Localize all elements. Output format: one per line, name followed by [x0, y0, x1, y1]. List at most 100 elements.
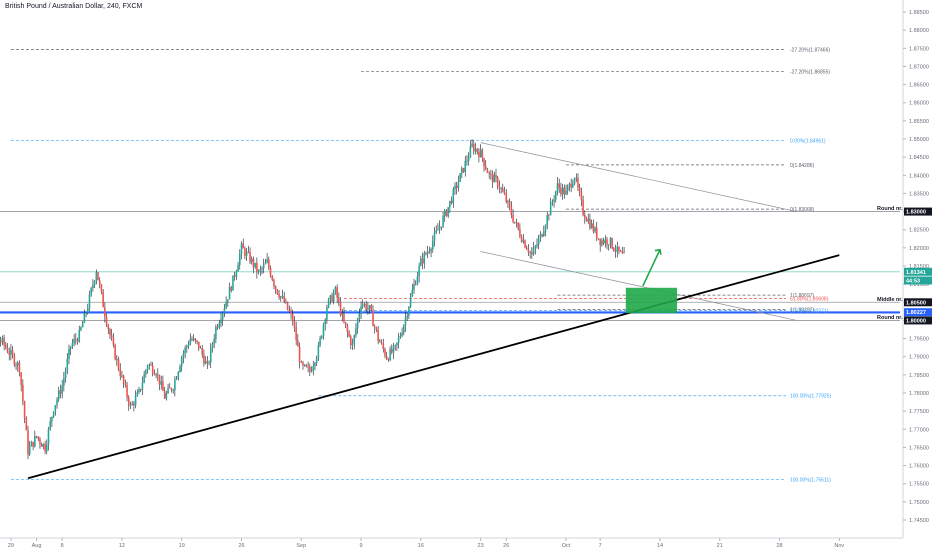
candle-body [431, 240, 434, 250]
candle-body [203, 354, 205, 364]
candle-body [126, 385, 128, 398]
arrow-head [654, 248, 662, 255]
candle-body [606, 239, 608, 245]
candle-body [81, 323, 84, 328]
candle-body [312, 366, 315, 371]
x-tick-label: 23 [478, 543, 484, 549]
candle-body [45, 444, 48, 452]
candle-body [199, 347, 202, 349]
trendline[interactable] [27, 254, 840, 480]
candle-body [414, 284, 417, 286]
candle-body [157, 374, 159, 376]
candle-body [56, 399, 58, 406]
candle-body [247, 251, 250, 253]
candle-body [269, 267, 272, 277]
price-axis[interactable]: 1.88500 1.88000 1.87500 1.87000 1.86500 1.860… [902, 0, 929, 538]
x-tick-label: Aug [32, 543, 42, 549]
candle-body [163, 390, 166, 399]
price-badge-label: 1.80000 [906, 318, 926, 324]
candle-body [503, 191, 506, 195]
candle-body [350, 336, 352, 346]
candle-body [204, 361, 207, 364]
candle-body [449, 200, 451, 208]
candle-body [86, 308, 89, 313]
candle-body [271, 276, 274, 281]
candle-body [262, 264, 265, 269]
candle-body [464, 160, 467, 173]
candle-body [127, 397, 130, 406]
candle-body [587, 219, 590, 222]
candle-body [133, 403, 135, 406]
projection-arrow[interactable] [642, 248, 662, 287]
candle-body [566, 186, 569, 191]
candle-body [268, 259, 270, 268]
level-label: Round nr. [877, 206, 903, 212]
candle-body [507, 200, 509, 202]
candle-body [500, 188, 502, 190]
candle-body [611, 238, 613, 249]
y-tick-label: 1.81000 [909, 282, 929, 288]
candle-body [6, 347, 9, 353]
candle-body [110, 335, 113, 339]
candle-body [150, 364, 152, 366]
candle-body [331, 295, 333, 302]
candle-body [402, 325, 405, 334]
candle-body [317, 345, 320, 358]
candle-body [553, 199, 555, 202]
candle-body [227, 299, 229, 302]
candle-body [254, 262, 256, 268]
candle-body [293, 321, 296, 328]
candle-body [457, 181, 460, 188]
candle-body [88, 294, 91, 309]
y-tick-label: 1.78500 [909, 373, 929, 379]
candle-body [1, 337, 4, 343]
buy-zone[interactable] [625, 287, 678, 314]
candle-body [452, 189, 455, 204]
candle-body [158, 374, 161, 385]
candle-body [168, 387, 171, 389]
candle-body [256, 262, 258, 273]
candle-body [565, 190, 567, 195]
candle-body [524, 240, 526, 248]
time-axis[interactable]: 29 Aug 8 12 19 26 Sep 9 16 23 26 Oct 7 14 21 28 Nov [0, 537, 903, 549]
candle-body [15, 364, 17, 366]
y-tick-label: 1.84500 [909, 155, 929, 161]
y-tick-label: 1.82000 [909, 246, 929, 252]
candle-body [373, 326, 376, 328]
candle-body [389, 349, 391, 361]
candle-body [285, 301, 287, 303]
candle-body [175, 378, 178, 380]
candle-body [447, 207, 449, 216]
candle-body [240, 243, 243, 254]
candle-body [37, 436, 40, 439]
candle-body [589, 219, 591, 229]
price-badge-label: 1.80500 [906, 300, 926, 306]
candle-body [221, 312, 224, 320]
candle-body [532, 248, 535, 255]
candle-body [116, 358, 118, 360]
candle-body [230, 286, 233, 291]
candle-body [338, 297, 340, 302]
candle-body [244, 248, 246, 256]
candle-body [568, 183, 571, 187]
x-tick-label: 26 [238, 543, 244, 549]
candle-body [517, 222, 519, 229]
candle-body [595, 227, 598, 239]
candle-body [329, 295, 332, 300]
candle-body [92, 284, 94, 289]
candle-body [28, 446, 31, 455]
candle-body [584, 214, 586, 219]
candle-body [259, 269, 262, 271]
fib-label: 0(1.83068) [790, 207, 815, 213]
candle-body [134, 396, 137, 406]
x-tick-label: Nov [834, 543, 844, 549]
candle-body [488, 173, 490, 174]
candle-body [420, 258, 422, 266]
y-tick-label: 1.81500 [909, 264, 929, 270]
y-tick-label: 1.74500 [909, 518, 929, 524]
candle-body [594, 227, 596, 232]
candle-body [162, 381, 164, 391]
candle-body [493, 174, 496, 183]
fib-label: -27.20%(1.87466) [790, 48, 830, 54]
